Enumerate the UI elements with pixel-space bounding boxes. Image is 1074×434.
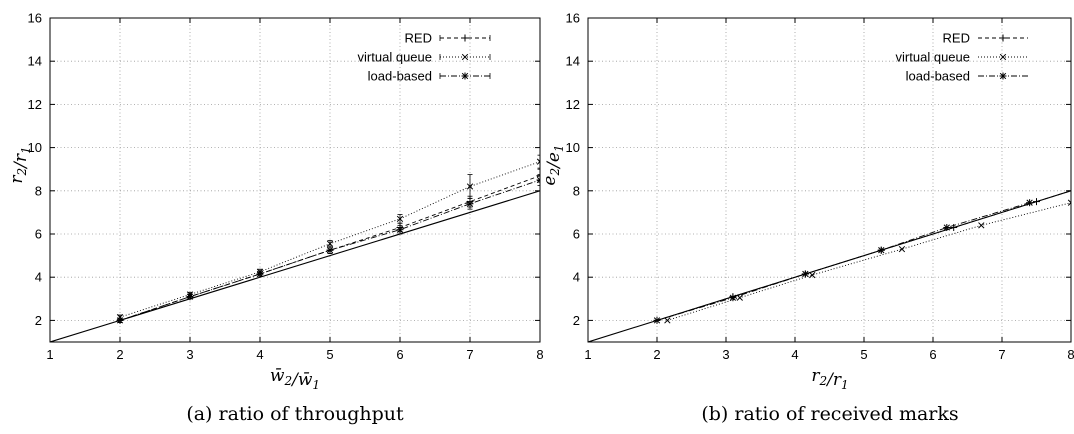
legend-marker: [461, 72, 469, 80]
legend-marker: [999, 72, 1007, 80]
x-tick-label: 3: [722, 347, 729, 362]
data-point: [326, 246, 334, 254]
data-point: [729, 294, 737, 302]
x-tick-label: 5: [326, 347, 333, 362]
x-axis-title: r2/r1: [811, 366, 848, 392]
y-tick-label: 2: [35, 313, 42, 328]
error-bar: [537, 154, 540, 169]
x-tick-label: 5: [860, 347, 867, 362]
y-tick-label: 10: [28, 140, 42, 155]
y-tick-label: 16: [566, 11, 580, 26]
plot-frame: [587, 17, 1072, 343]
x-tick-label: 6: [929, 347, 936, 362]
legend: RED virtual queue load-based: [358, 31, 491, 84]
data-point: [396, 226, 404, 234]
y-tick-label: 6: [35, 227, 42, 242]
plot-area: [50, 154, 540, 342]
y-tick-label: 16: [28, 11, 42, 26]
y-tick-label: 10: [566, 140, 580, 155]
data-point: [186, 293, 194, 301]
data-point: [898, 245, 906, 253]
y-tick-label: 8: [573, 183, 580, 198]
y-tick-label: 14: [566, 54, 580, 69]
legend: RED virtual queue load-based: [896, 31, 1028, 84]
data-point: [256, 270, 264, 278]
data-point: [1033, 198, 1040, 206]
x-tick-label: 4: [256, 347, 263, 362]
data-point: [877, 246, 885, 254]
plot-area: [588, 187, 1071, 342]
legend-entry-label: virtual queue: [896, 50, 970, 65]
data-point: [466, 183, 474, 190]
y-axis-title: r2/r1: [7, 146, 33, 183]
legend-entry-label: virtual queue: [358, 50, 432, 65]
legend-marker: [461, 53, 469, 61]
y-tick-label: 12: [566, 97, 580, 112]
series-load-based: [653, 199, 1034, 324]
x-tick-label: 4: [791, 347, 798, 362]
legend-marker: [999, 53, 1007, 61]
x-tick-label: 2: [116, 347, 123, 362]
x-tick-label: 6: [396, 347, 403, 362]
legend-entry-label: load-based: [368, 69, 432, 84]
series-line: [667, 202, 1071, 321]
x-tick-label: 8: [1067, 347, 1074, 362]
panel-caption: (a) ratio of throughput: [186, 403, 404, 425]
data-point: [801, 270, 809, 278]
data-point: [536, 172, 540, 180]
data-point: [978, 222, 985, 229]
legend-marker: [461, 34, 469, 42]
data-point: [1026, 199, 1034, 207]
plot-frame: [49, 17, 541, 343]
legend-entry-label: RED: [943, 31, 970, 46]
y-tick-label: 4: [35, 270, 42, 285]
y-tick-label: 2: [573, 313, 580, 328]
series-virtual-queue: [664, 199, 1071, 324]
x-tick-label: 3: [186, 347, 193, 362]
error-bar: [537, 174, 540, 186]
y-tick-label: 8: [35, 183, 42, 198]
y-axis-title: e2/e1: [540, 144, 566, 185]
series-line: [656, 202, 1030, 321]
data-point: [653, 316, 661, 324]
data-point: [396, 215, 404, 223]
data-point: [664, 317, 671, 324]
legend-entry-label: load-based: [906, 69, 970, 84]
x-tick-label: 1: [584, 347, 591, 362]
x-tick-label: 2: [653, 347, 660, 362]
y-tick-label: 12: [28, 97, 42, 112]
legend-marker: [999, 34, 1007, 42]
data-point: [536, 176, 540, 184]
x-tick-label: 1: [46, 347, 53, 362]
y-tick-label: 14: [28, 54, 42, 69]
y-tick-label: 6: [573, 227, 580, 242]
series-load-based: [116, 174, 540, 324]
data-point: [809, 271, 816, 279]
x-tick-label: 8: [536, 347, 543, 362]
y-tick-label: 4: [573, 270, 580, 285]
legend-entry-label: RED: [405, 31, 432, 46]
data-point: [1067, 187, 1071, 195]
data-point: [736, 294, 743, 301]
x-tick-label: 7: [466, 347, 473, 362]
data-point: [326, 240, 334, 247]
data-point: [116, 316, 124, 324]
data-point: [466, 200, 474, 208]
panel-caption: (b) ratio of received marks: [701, 403, 958, 425]
x-tick-label: 7: [998, 347, 1005, 362]
data-point: [536, 158, 540, 165]
data-point: [943, 224, 951, 232]
data-point: [1067, 199, 1071, 206]
x-axis-title: w̄2/w̄1: [270, 366, 320, 392]
